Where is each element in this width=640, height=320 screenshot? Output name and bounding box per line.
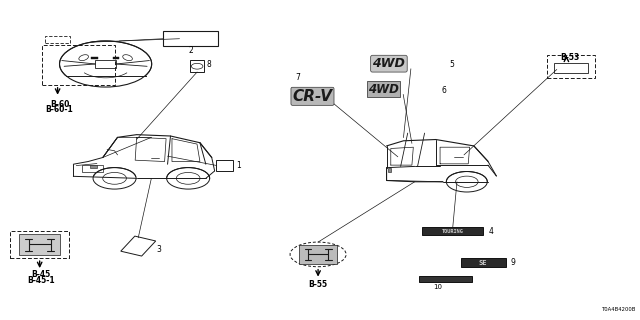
Bar — [113, 57, 119, 59]
Text: 4WD: 4WD — [372, 57, 405, 70]
Text: 5: 5 — [449, 60, 454, 69]
Bar — [42, 45, 115, 85]
Text: CR-V: CR-V — [292, 89, 333, 104]
Text: 6: 6 — [442, 86, 447, 95]
Bar — [422, 227, 483, 235]
Text: T0A4B4200B: T0A4B4200B — [602, 307, 637, 312]
Text: 3: 3 — [157, 245, 161, 254]
Text: 2: 2 — [188, 46, 193, 55]
Text: B-45: B-45 — [31, 270, 51, 279]
Bar — [388, 168, 391, 172]
Bar — [19, 235, 60, 255]
Bar — [419, 276, 472, 282]
Text: 4WD: 4WD — [368, 83, 399, 96]
Bar — [45, 36, 70, 43]
Bar — [10, 231, 69, 258]
Text: 7: 7 — [296, 73, 301, 82]
Text: B-53: B-53 — [560, 53, 579, 62]
Bar — [547, 55, 595, 78]
Text: B-45-1: B-45-1 — [27, 276, 55, 284]
Text: 9: 9 — [511, 258, 516, 267]
Bar — [82, 165, 103, 172]
Bar — [299, 245, 337, 264]
Bar — [190, 60, 204, 72]
Text: 10: 10 — [433, 284, 442, 290]
Text: B-60: B-60 — [50, 100, 69, 109]
Text: 4: 4 — [488, 227, 493, 236]
Bar — [216, 160, 233, 171]
Text: 1: 1 — [236, 161, 241, 170]
Bar — [92, 57, 98, 59]
Bar — [554, 63, 588, 73]
Text: B-60-1: B-60-1 — [45, 105, 74, 114]
Text: B-55: B-55 — [308, 280, 328, 289]
Text: TOURING: TOURING — [442, 228, 464, 234]
Bar — [95, 60, 116, 68]
Bar — [90, 165, 97, 168]
Text: SE: SE — [479, 260, 488, 266]
Bar — [163, 31, 218, 46]
Text: 8: 8 — [206, 60, 211, 69]
Bar — [461, 258, 506, 267]
